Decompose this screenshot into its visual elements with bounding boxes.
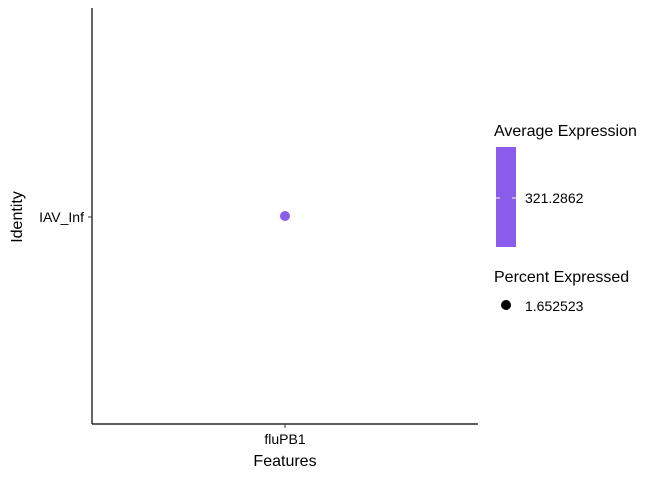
x-axis-title: Features [253, 453, 316, 470]
y-axis-title: Identity [9, 191, 26, 243]
x-tick-label: fluPB1 [264, 431, 305, 447]
data-point [280, 211, 290, 221]
size-legend-dot [501, 300, 511, 310]
size-legend-label: 1.652523 [525, 298, 584, 314]
color-legend-title: Average Expression [494, 123, 637, 140]
data-points [280, 211, 290, 221]
y-tick-label: IAV_Inf [39, 209, 84, 225]
color-legend-label: 321.2862 [525, 190, 584, 206]
color-legend-bar [496, 147, 516, 247]
size-legend-title: Percent Expressed [494, 269, 629, 286]
